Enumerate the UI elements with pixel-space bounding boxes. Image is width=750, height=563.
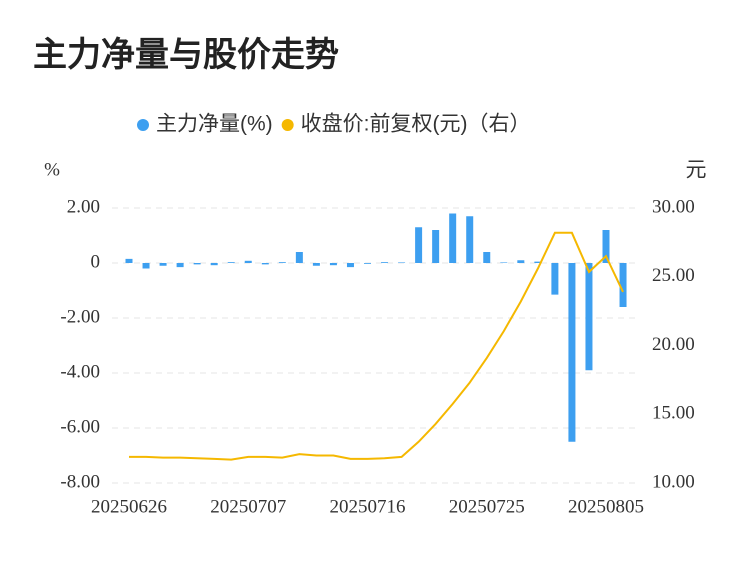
x-tick-label: 20250707	[210, 496, 286, 517]
y-tick-label: -2.00	[60, 306, 100, 327]
y2-axis-label: 元	[686, 159, 707, 182]
bar	[142, 263, 150, 269]
bar	[449, 213, 457, 263]
bar	[176, 263, 184, 268]
bar	[125, 258, 133, 263]
y2-tick-label: 10.00	[652, 471, 695, 492]
bar	[619, 263, 627, 307]
chart-title: 主力净量与股价走势	[33, 36, 339, 74]
bar	[210, 263, 218, 266]
bar	[568, 263, 576, 442]
bar	[244, 260, 252, 263]
bar	[432, 230, 440, 263]
legend-marker	[137, 119, 149, 131]
bar	[534, 261, 542, 263]
bar	[227, 262, 235, 263]
y-axis-label: %	[44, 159, 60, 180]
y-tick-label: 2.00	[67, 196, 100, 217]
y-tick-label: -6.00	[60, 416, 100, 437]
y2-tick-label: 30.00	[652, 196, 695, 217]
bar	[295, 252, 303, 263]
x-tick-label: 20250725	[449, 496, 525, 517]
y-tick-label: -8.00	[60, 471, 100, 492]
line	[129, 231, 624, 461]
bar	[466, 216, 474, 263]
bar	[312, 263, 320, 266]
legend-marker	[281, 119, 294, 131]
bar	[500, 262, 508, 263]
x-tick-label: 20250716	[330, 496, 406, 517]
bar	[415, 227, 423, 263]
y2-tick-label: 25.00	[652, 265, 695, 286]
bar	[398, 262, 406, 263]
bar	[193, 263, 201, 265]
bar	[517, 260, 525, 263]
bar	[381, 262, 389, 263]
legend-label: 收盘价:前复权(元)（右）	[301, 113, 531, 136]
legend-label: 主力净量(%)	[156, 113, 273, 136]
bar	[278, 262, 286, 263]
y-tick-label: 0	[91, 251, 101, 272]
x-tick-label: 20250805	[568, 496, 644, 517]
bar	[329, 263, 337, 266]
bar	[364, 263, 371, 264]
bar	[483, 252, 491, 263]
bar	[602, 230, 610, 263]
y2-tick-label: 20.00	[652, 334, 695, 355]
bar	[585, 263, 593, 371]
y2-tick-label: 15.00	[652, 403, 695, 424]
bar	[551, 263, 559, 295]
x-tick-label: 20250626	[91, 496, 167, 517]
y-tick-label: -4.00	[60, 361, 100, 382]
bar	[159, 263, 167, 266]
bar	[261, 263, 269, 265]
bar	[346, 263, 354, 268]
